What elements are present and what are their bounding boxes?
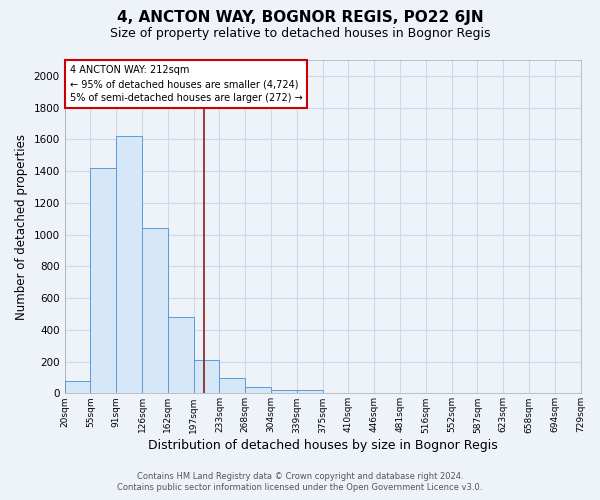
Bar <box>116 136 142 394</box>
Bar <box>168 317 194 394</box>
Bar <box>194 360 220 394</box>
Bar <box>142 228 168 394</box>
Bar <box>271 390 297 394</box>
Bar <box>245 387 271 394</box>
X-axis label: Distribution of detached houses by size in Bognor Regis: Distribution of detached houses by size … <box>148 440 497 452</box>
Y-axis label: Number of detached properties: Number of detached properties <box>15 134 28 320</box>
Text: Contains HM Land Registry data © Crown copyright and database right 2024.
Contai: Contains HM Land Registry data © Crown c… <box>118 472 482 492</box>
Text: 4, ANCTON WAY, BOGNOR REGIS, PO22 6JN: 4, ANCTON WAY, BOGNOR REGIS, PO22 6JN <box>116 10 484 25</box>
Bar <box>297 390 323 394</box>
Text: 4 ANCTON WAY: 212sqm
← 95% of detached houses are smaller (4,724)
5% of semi-det: 4 ANCTON WAY: 212sqm ← 95% of detached h… <box>70 65 302 103</box>
Bar <box>220 378 245 394</box>
Bar <box>65 380 91 394</box>
Text: Size of property relative to detached houses in Bognor Regis: Size of property relative to detached ho… <box>110 28 490 40</box>
Bar <box>91 168 116 394</box>
